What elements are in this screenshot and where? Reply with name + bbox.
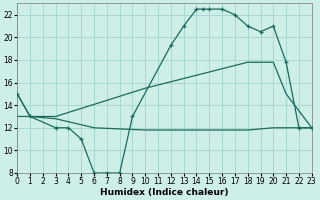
X-axis label: Humidex (Indice chaleur): Humidex (Indice chaleur) [100,188,229,197]
